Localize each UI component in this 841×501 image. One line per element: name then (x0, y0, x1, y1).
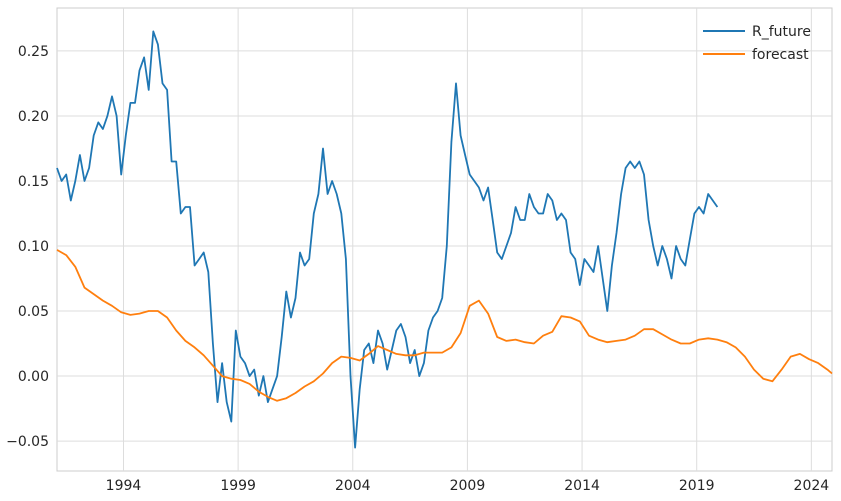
x-tick-label: 1999 (220, 478, 256, 494)
y-gridlines (57, 50, 832, 442)
series-line-r-future (56, 30, 719, 449)
y-tick-label: −0.05 (6, 434, 49, 450)
legend: R_future forecast (703, 24, 811, 63)
y-tick-label: 0.05 (18, 304, 49, 320)
x-tick-label: 2004 (335, 478, 371, 494)
x-gridlines (122, 8, 812, 471)
legend-label-r-future: R_future (752, 24, 811, 40)
series-line-forecast (56, 249, 833, 402)
x-tick-label: 2019 (679, 478, 715, 494)
x-tick-labels: 1994 1999 2004 2009 2014 2019 2024 (106, 478, 830, 494)
x-tick-label: 2024 (794, 478, 830, 494)
y-tick-label: 0.00 (18, 369, 49, 385)
y-tick-labels: −0.05 0.00 0.05 0.10 0.15 0.20 0.25 (6, 44, 49, 450)
x-tick-label: 1994 (106, 478, 142, 494)
y-tick-label: 0.10 (18, 239, 49, 255)
series-layer (56, 30, 833, 449)
legend-label-forecast: forecast (752, 47, 809, 63)
y-tick-label: 0.25 (18, 44, 49, 60)
x-tick-label: 2014 (564, 478, 600, 494)
y-tick-label: 0.15 (18, 174, 49, 190)
plot-background (56, 7, 833, 472)
x-tick-label: 2009 (450, 478, 486, 494)
y-tick-label: 0.20 (18, 109, 49, 125)
